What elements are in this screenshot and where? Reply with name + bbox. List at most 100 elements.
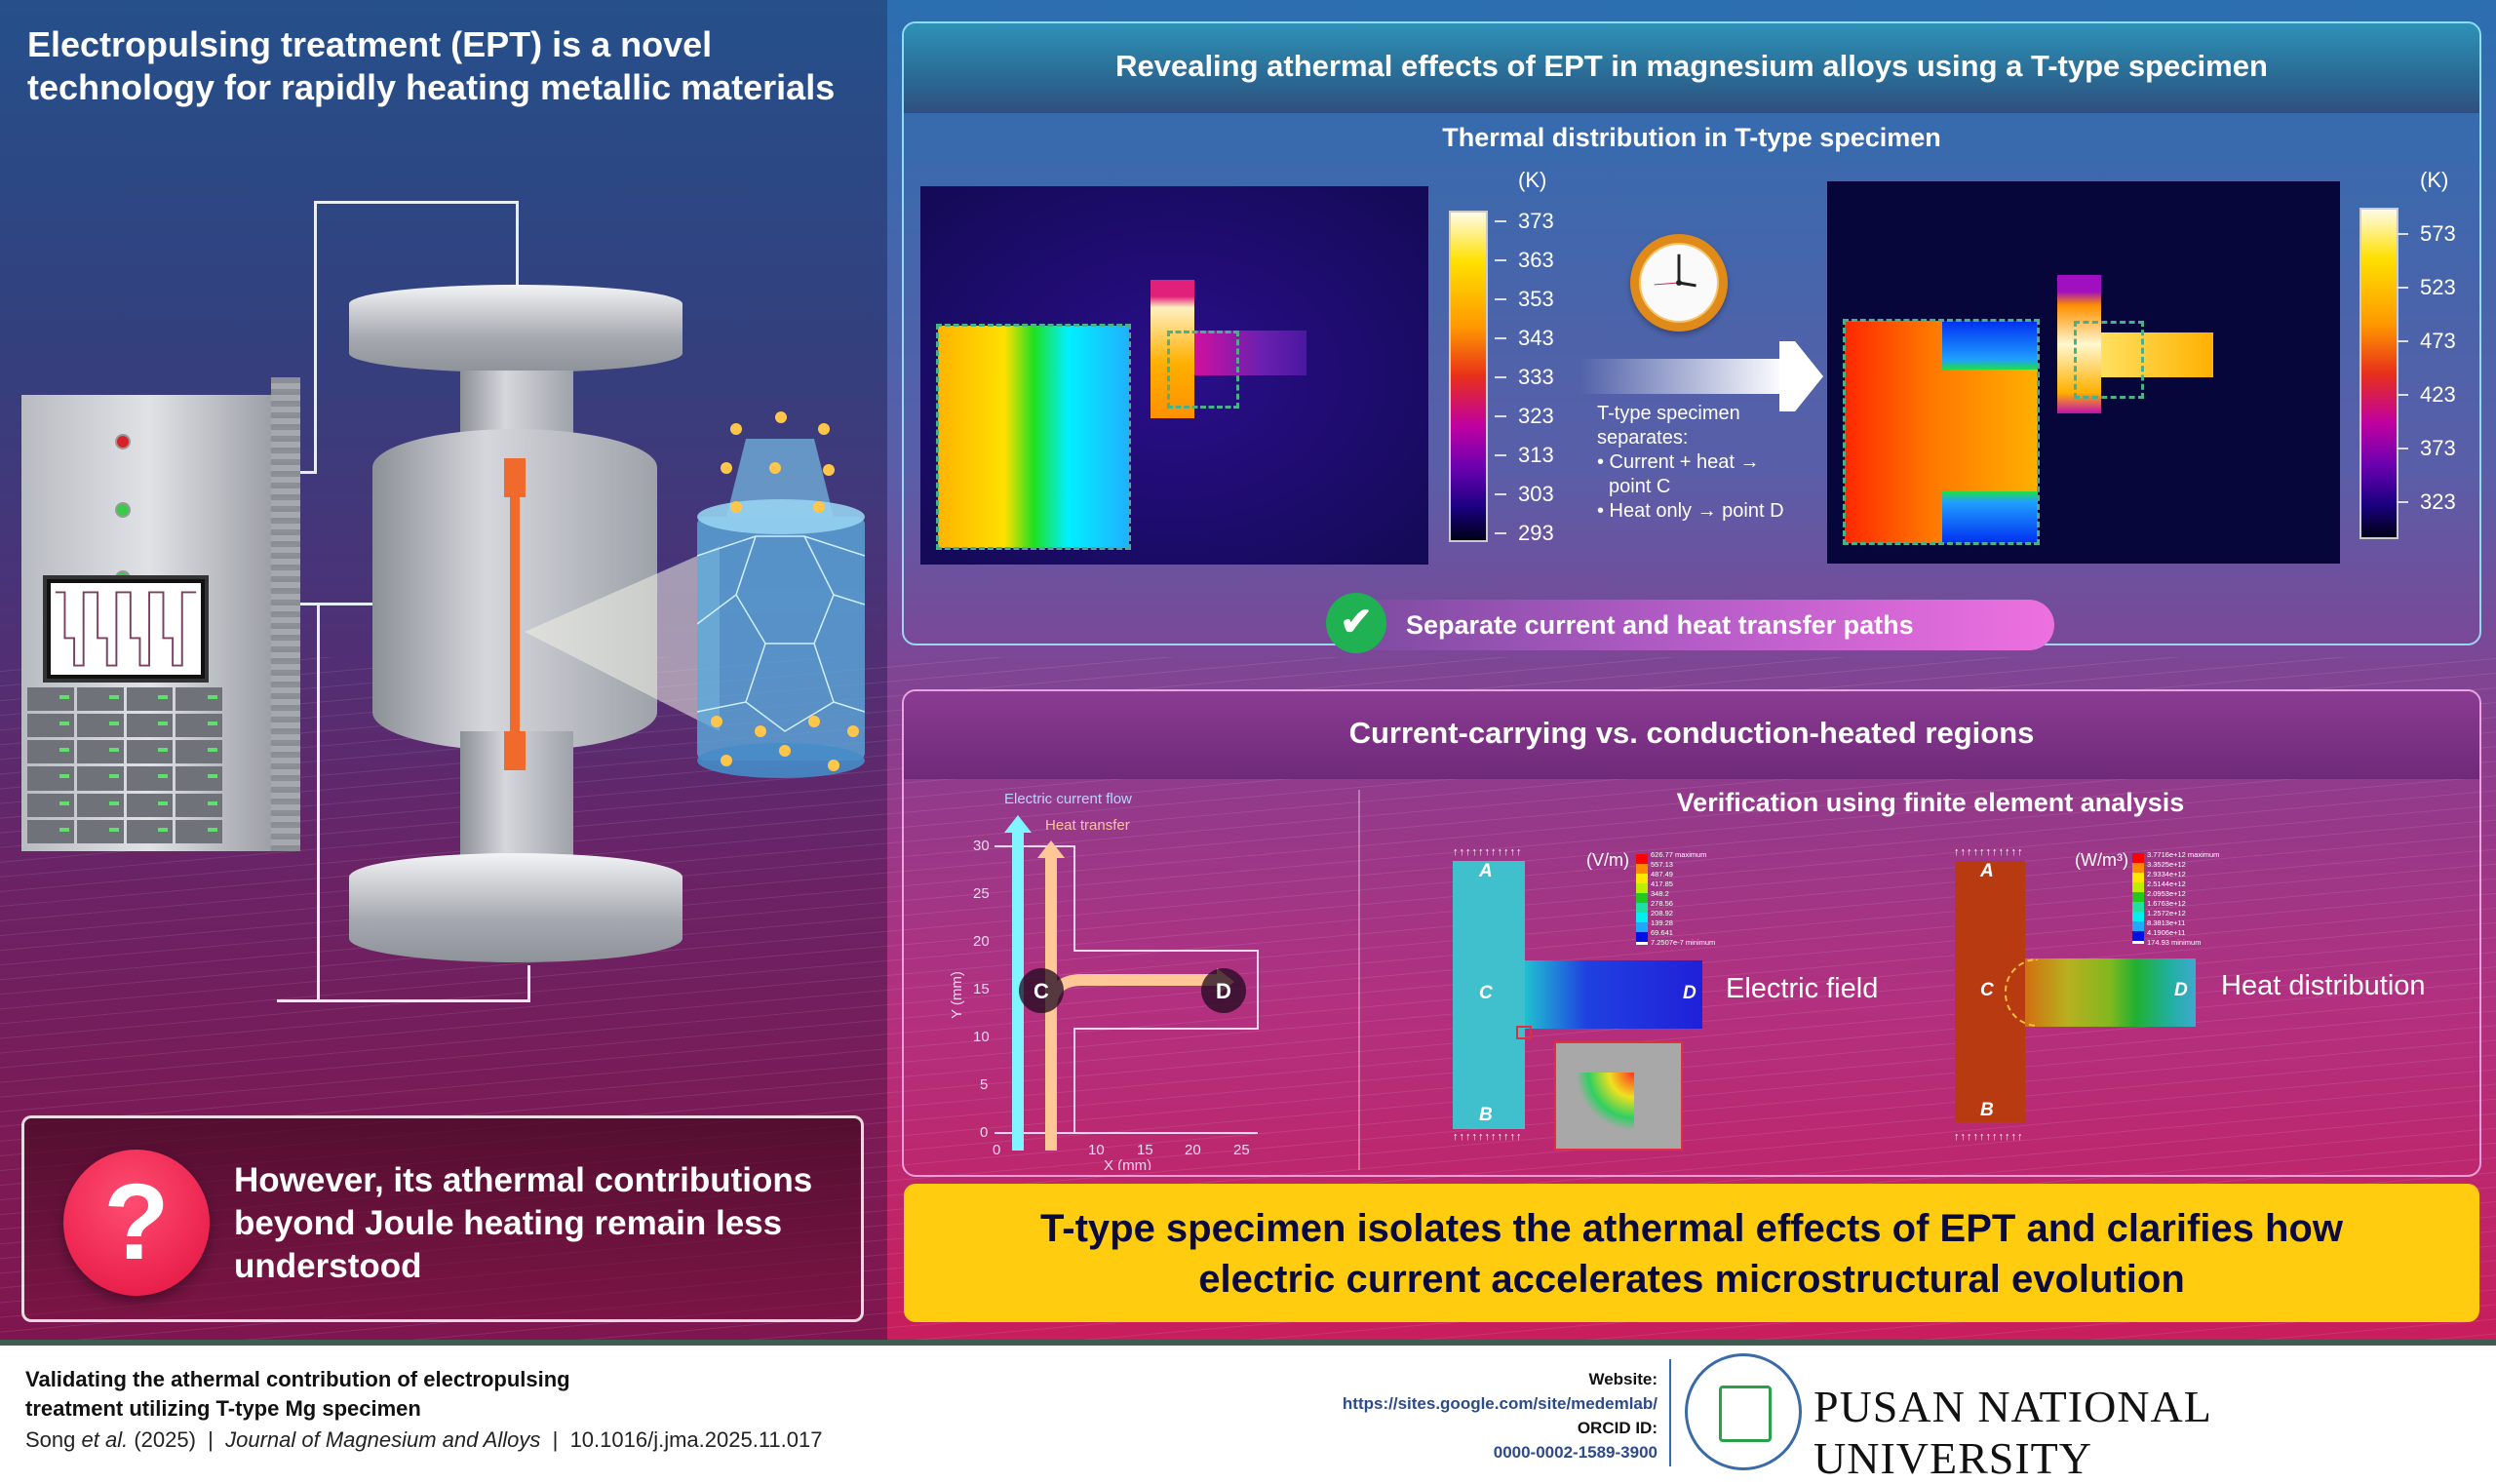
colorbar-tick: 473 xyxy=(2397,329,2456,353)
question-mark-icon: ? xyxy=(63,1150,210,1296)
legend-value: 557.13 xyxy=(1651,860,1673,869)
t-specimen-hot xyxy=(1150,280,1194,418)
legend-value: 1.6763e+12 xyxy=(2147,899,2186,908)
question-panel: ? However, its athermal contributions be… xyxy=(21,1115,864,1322)
svg-text:25: 25 xyxy=(1233,1142,1250,1158)
contact-info: Website: https://sites.google.com/site/m… xyxy=(1170,1367,1658,1464)
website-link[interactable]: https://sites.google.com/site/medemlab/ xyxy=(1342,1394,1658,1413)
check-circle-icon: ✔ xyxy=(1326,593,1386,653)
point-label-c: C xyxy=(1479,983,1493,1003)
legend-value: 2.5144e+12 xyxy=(2147,879,2186,888)
legend-value: 69.641 xyxy=(1651,928,1673,937)
legend-value: 8.3813e+11 xyxy=(2147,918,2186,927)
svg-text:15: 15 xyxy=(1137,1142,1153,1158)
separates-text: T-type specimen separates: • Current + h… xyxy=(1597,402,1812,524)
legend-value: 3.7716e+12 maximum xyxy=(2147,850,2220,859)
regions-section: Current-carrying vs. conduction-heated r… xyxy=(902,689,2481,1177)
question-text: However, its athermal contributions beyo… xyxy=(234,1161,813,1285)
svg-text:10: 10 xyxy=(973,1029,990,1045)
citation-doi[interactable]: 10.1016/j.jma.2025.11.017 xyxy=(569,1427,823,1452)
drive-bays xyxy=(27,687,222,843)
svg-text:0: 0 xyxy=(980,1124,988,1141)
colorbar-tick: 303 xyxy=(1495,482,1554,506)
separates-bullet: • Current + heat → xyxy=(1597,451,1760,473)
roi-box-left xyxy=(1167,331,1239,409)
section-title: Current-carrying vs. conduction-heated r… xyxy=(904,691,2479,779)
point-label-a: A xyxy=(1980,861,1994,881)
heat-legend: 3.7716e+12 maximum 3.3525e+12 2.9334e+12… xyxy=(2147,850,2219,948)
conclusion-line: T-type specimen isolates the athermal ef… xyxy=(1040,1207,2343,1250)
clock-icon xyxy=(1630,234,1728,332)
legend-value: 417.85 xyxy=(1651,879,1673,888)
colorbar-unit-left: (K) xyxy=(1518,168,1547,192)
t-shape-axes-diagram: 30 25 20 15 10 5 0 0 10 15 20 25 X (mm) Y (mm) El… xyxy=(949,791,1259,1170)
red-led-icon xyxy=(115,434,131,449)
mesh-hotspot xyxy=(1576,1073,1634,1131)
thermal-subtitle: Thermal distribution in T-type specimen xyxy=(1442,123,1941,152)
legend-value: 139.28 xyxy=(1651,918,1673,927)
wire-bottom-vertical xyxy=(317,603,320,1002)
colorbar-tick: 323 xyxy=(1495,404,1554,428)
svg-text:20: 20 xyxy=(973,933,990,950)
legend-value: 7.2507e-7 minimum xyxy=(1651,938,1716,947)
colorbar-tick: 373 xyxy=(2397,436,2456,460)
svg-text:Electric current flow: Electric current flow xyxy=(1004,791,1132,807)
t-specimen-arm xyxy=(2101,332,2213,377)
electric-field-label: Electric field xyxy=(1726,973,1879,1004)
svg-text:C: C xyxy=(1034,979,1049,1003)
orcid-link[interactable]: 0000-0002-1589-3900 xyxy=(1493,1443,1658,1462)
bottom-platen xyxy=(349,853,682,962)
conclusion-banner: T-type specimen isolates the athermal ef… xyxy=(904,1184,2479,1322)
separates-line: T-type specimen xyxy=(1597,403,1740,424)
boundary-arrows-bottom: ↑↑↑↑↑↑↑↑↑↑↑ xyxy=(1954,1131,2024,1143)
point-label-d: D xyxy=(1683,983,1696,1003)
colorbar-left xyxy=(1449,211,1488,542)
heat-unit: (W/m³) xyxy=(2075,850,2128,870)
footer-divider xyxy=(1669,1359,1671,1466)
thermal-image-before xyxy=(920,186,1428,565)
zoom-box-right xyxy=(1843,319,2040,545)
colorbar-tick: 573 xyxy=(2397,221,2456,246)
footer: Validating the athermal contribution of … xyxy=(0,1340,2496,1483)
point-label-d: D xyxy=(2174,980,2188,1000)
separates-line: separates: xyxy=(1597,427,1689,449)
colorbar-right xyxy=(2360,208,2398,539)
legend-value: 4.1906e+11 xyxy=(2147,928,2186,937)
legend-value: 1.2572e+12 xyxy=(2147,909,2186,918)
heat-arm xyxy=(2025,958,2196,1027)
roi-box-right xyxy=(2074,321,2144,399)
colorbar-tick: 343 xyxy=(1495,326,1554,350)
citation-separator: | xyxy=(208,1427,214,1452)
legend-value: 2.9334e+12 xyxy=(2147,870,2186,879)
citation: Song et al. (2025) | Journal of Magnesiu… xyxy=(25,1427,822,1453)
electric-field-vertical-bar xyxy=(1453,861,1525,1129)
legend-value: 278.56 xyxy=(1651,899,1673,908)
boundary-arrows-top: ↑↑↑↑↑↑↑↑↑↑↑ xyxy=(1453,846,1523,858)
t-specimen-arm xyxy=(1194,331,1306,375)
legend-value: 208.92 xyxy=(1651,909,1673,918)
svg-text:D: D xyxy=(1216,979,1231,1003)
colorbar-unit-right: (K) xyxy=(2420,168,2449,192)
colorbar-tick: 313 xyxy=(1495,443,1554,467)
separate-paths-pill: Separate current and heat transfer paths xyxy=(1347,600,2054,650)
colorbar-tick: 373 xyxy=(1495,209,1554,233)
paper-title: Validating the athermal contribution of … xyxy=(25,1365,708,1424)
legend-value: 348.2 xyxy=(1651,889,1669,898)
mesh-zoom-inset xyxy=(1554,1041,1683,1151)
headline: Electropulsing treatment (EPT) is a nove… xyxy=(27,24,836,107)
zoomed-thermal-region xyxy=(938,326,1129,548)
website-label: Website: xyxy=(1588,1370,1658,1388)
colorbar-tick: 353 xyxy=(1495,287,1554,311)
electric-field-arm xyxy=(1525,960,1702,1029)
citation-etal: et al. xyxy=(81,1427,129,1452)
boundary-arrows-bottom: ↑↑↑↑↑↑↑↑↑↑↑ xyxy=(1453,1131,1523,1143)
legend-value: 2.0953e+12 xyxy=(2147,889,2186,898)
colorbar-tick: 363 xyxy=(1495,248,1554,272)
laptop-icon xyxy=(43,575,209,683)
citation-separator: | xyxy=(552,1427,559,1452)
point-label-b: B xyxy=(1479,1105,1493,1125)
colorbar-tick: 333 xyxy=(1495,365,1554,389)
wire-bottom-end xyxy=(527,965,530,1002)
svg-text:Y (mm): Y (mm) xyxy=(949,971,965,1019)
citation-journal: Journal of Magnesium and Alloys xyxy=(225,1427,541,1452)
